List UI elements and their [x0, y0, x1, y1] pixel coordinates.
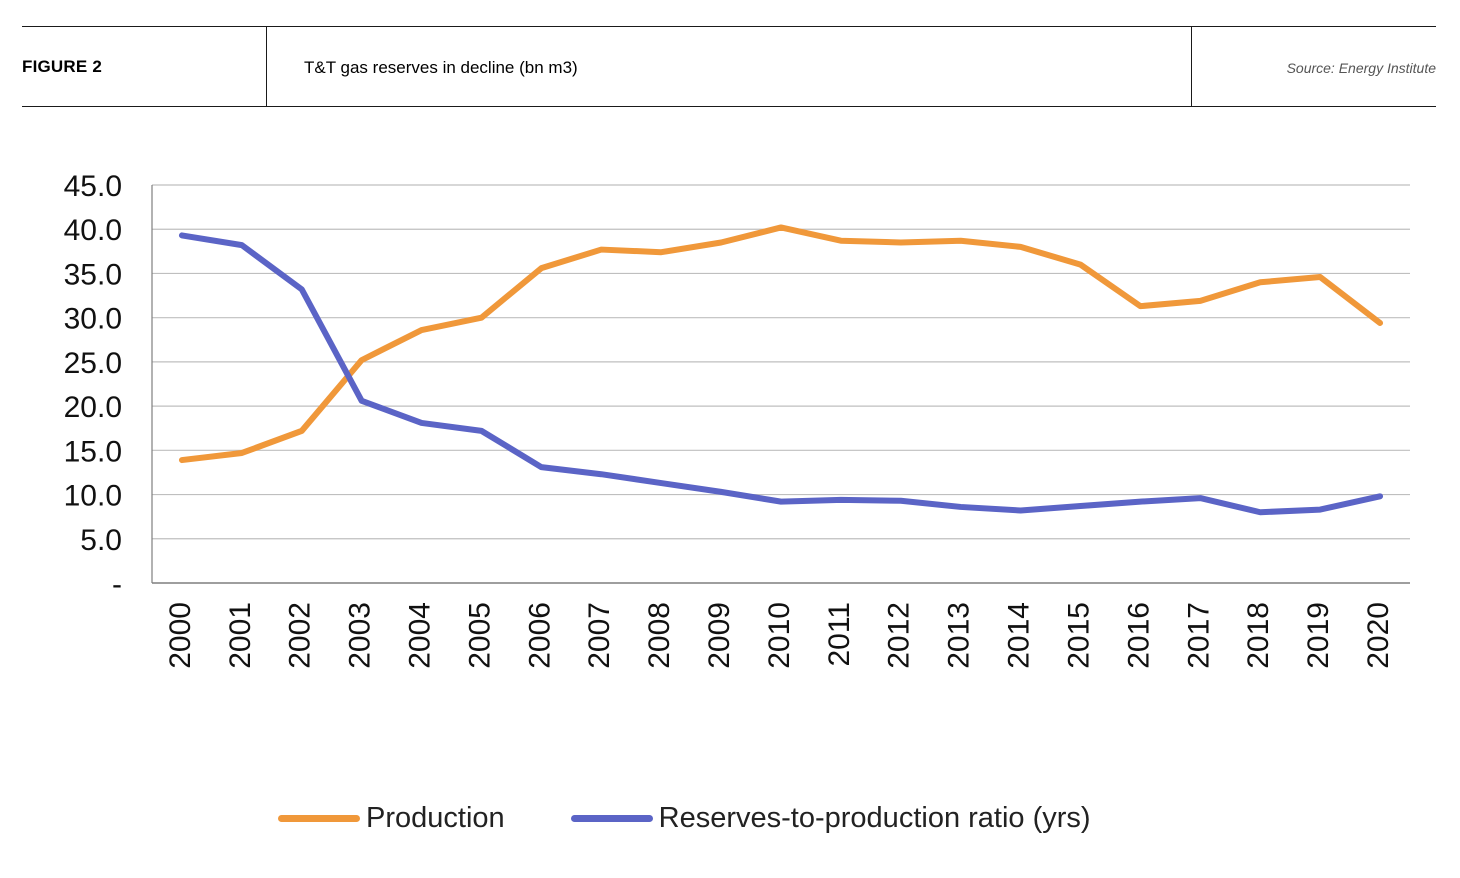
header-divider	[266, 27, 267, 107]
legend-item-reserves-ratio: Reserves-to-production ratio (yrs)	[570, 801, 1091, 835]
y-tick-label: 35.0	[64, 258, 122, 291]
x-tick-label: 2005	[463, 602, 496, 669]
production-line	[178, 224, 1384, 464]
x-tick-label: 2001	[224, 602, 257, 669]
x-tick-label: 2004	[403, 602, 436, 669]
x-tick-label: 2008	[643, 602, 676, 669]
y-tick-label: 45.0	[64, 170, 122, 203]
y-tick-label: 30.0	[64, 303, 122, 336]
y-tick-label: 10.0	[64, 480, 122, 513]
x-tick-label: 2003	[344, 602, 377, 669]
legend-label-reserves-ratio: Reserves-to-production ratio (yrs)	[658, 801, 1091, 834]
x-tick-label: 2016	[1122, 602, 1155, 669]
figure-header: FIGURE 2 T&T gas reserves in decline (bn…	[22, 26, 1436, 107]
x-tick-label: 2012	[883, 602, 916, 669]
x-tick-label: 2013	[943, 602, 976, 669]
x-tick-label: 2011	[823, 602, 856, 667]
legend-item-production: Production	[278, 802, 505, 835]
x-tick-label: 2015	[1062, 602, 1095, 669]
reserves-ratio-line	[178, 232, 1384, 516]
figure-label: FIGURE 2	[22, 57, 103, 76]
x-tick-label: 2017	[1182, 602, 1215, 669]
x-tick-label: 2002	[284, 602, 317, 669]
x-tick-label: 2006	[523, 602, 556, 669]
x-tick-label: 2009	[703, 602, 736, 669]
x-tick-label: 2010	[763, 602, 796, 669]
y-tick-label: 15.0	[64, 435, 122, 468]
y-tick-label: -	[112, 568, 122, 601]
x-tick-label: 2000	[164, 602, 197, 669]
x-tick-label: 2020	[1362, 602, 1395, 669]
x-tick-label: 2019	[1302, 602, 1335, 669]
y-tick-label: 20.0	[64, 391, 122, 424]
x-tick-label: 2018	[1242, 602, 1275, 669]
x-tick-label: 2007	[583, 602, 616, 669]
y-tick-label: 25.0	[64, 347, 122, 380]
legend-label-production: Production	[366, 801, 505, 834]
legend-swatch-reserves-ratio	[570, 814, 653, 822]
y-tick-label: 5.0	[80, 524, 122, 557]
y-tick-label: 40.0	[64, 214, 122, 247]
x-tick-label: 2014	[1003, 602, 1036, 669]
chart-legend: Production Reserves-to-production ratio …	[278, 800, 1091, 836]
header-divider	[1191, 27, 1192, 107]
legend-swatch-production	[278, 814, 360, 822]
figure-title: T&T gas reserves in decline (bn m3)	[304, 58, 578, 77]
figure-source: Source: Energy Institute	[1286, 60, 1436, 76]
